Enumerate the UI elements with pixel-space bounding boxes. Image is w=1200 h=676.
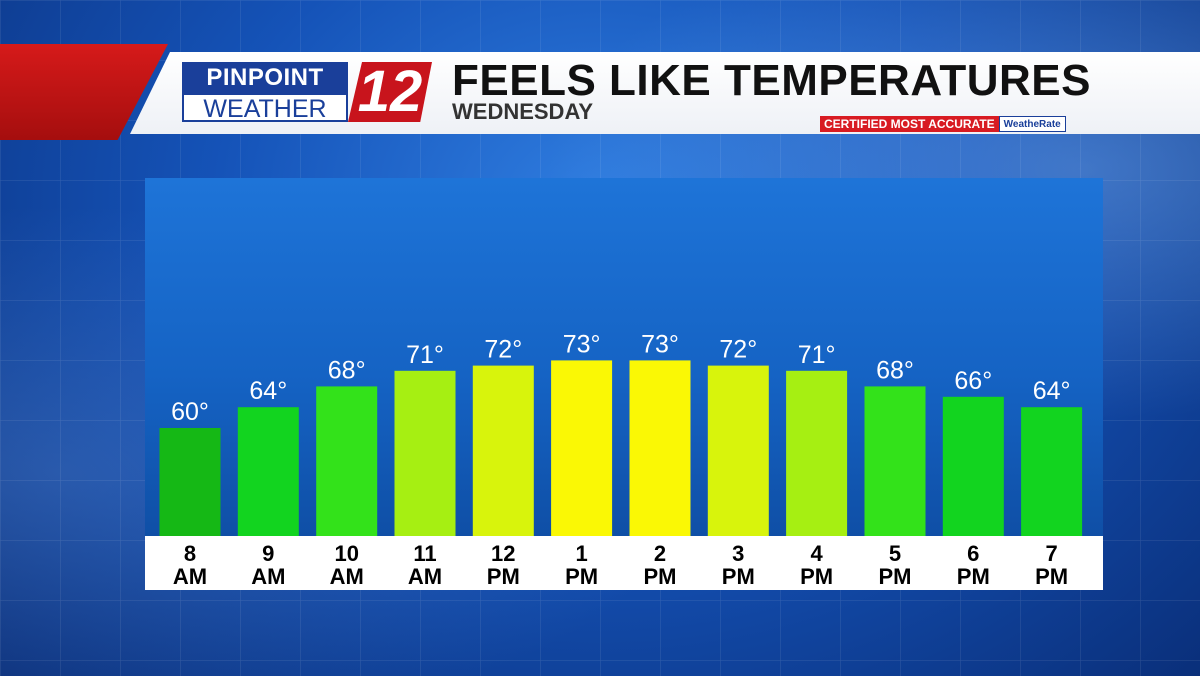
tick-label-hour: 7 [1045, 541, 1057, 566]
bar-3-pm [707, 365, 769, 536]
tick-label-hour: 6 [967, 541, 979, 566]
bar-2-pm [629, 360, 691, 536]
bar-10-am [316, 386, 378, 536]
logo-weather-text: WEATHER [182, 93, 348, 123]
certified-badge: CERTIFIED MOST ACCURATE WeatheRate [820, 116, 1066, 132]
value-labels-group: 60° 64° 68° 71° 72° 73° 73° 72° 71° 68° 66° 64° [171, 330, 1070, 426]
value-label: 73° [641, 330, 679, 358]
tick-label-period: PM [487, 564, 520, 589]
bar-12-pm [472, 365, 534, 536]
tick-label-hour: 1 [575, 541, 587, 566]
bar-5-pm [864, 386, 926, 536]
tick-label-period: AM [173, 564, 207, 589]
tick-label-period: PM [957, 564, 990, 589]
tick-label-hour: 10 [334, 541, 358, 566]
station-logo: PINPOINT WEATHER 12 [182, 62, 432, 124]
bar-1-pm [551, 360, 613, 536]
tick-label-period: AM [330, 564, 364, 589]
value-label: 71° [798, 341, 836, 369]
tick-label-hour: 4 [810, 541, 823, 566]
value-label: 68° [876, 356, 914, 384]
bar-7-pm [1021, 407, 1083, 536]
value-label: 73° [563, 330, 601, 358]
value-label: 72° [719, 336, 757, 364]
certified-text: CERTIFIED MOST ACCURATE [820, 116, 999, 132]
tick-label-hour: 5 [889, 541, 901, 566]
feels-like-bar-chart: 60°64°68°71° 72° 73° 73° 72° 71°68° 66° 64° 8AM… [145, 330, 1103, 590]
tick-label-period: PM [800, 564, 833, 589]
bar-9-am [237, 407, 299, 536]
value-label: 66° [954, 367, 992, 395]
page-title: FEELS LIKE TEMPERATURES [452, 56, 1091, 105]
value-label: 71° [406, 341, 444, 369]
tick-label-period: PM [1035, 564, 1068, 589]
x-axis-band [145, 536, 1103, 590]
tick-label-period: PM [879, 564, 912, 589]
bars-group [159, 360, 1083, 536]
value-label: 60° [171, 398, 209, 426]
tick-label-period: AM [408, 564, 442, 589]
tick-label-hour: 2 [654, 541, 666, 566]
tick-label-hour: 11 [413, 541, 436, 566]
bar-6-pm [942, 396, 1004, 536]
tick-label-hour: 12 [491, 541, 515, 566]
tick-label-hour: 3 [732, 541, 744, 566]
tick-label-period: PM [722, 564, 755, 589]
value-label: 64° [1033, 377, 1071, 405]
bar-11-am [394, 370, 456, 536]
tick-label-period: AM [251, 564, 285, 589]
tick-label-period: PM [565, 564, 598, 589]
bar-4-pm [786, 370, 848, 536]
value-label: 72° [484, 336, 522, 364]
value-label: 64° [249, 377, 287, 405]
tick-label-hour: 8 [184, 541, 196, 566]
certifier-logo: WeatheRate [998, 116, 1066, 132]
logo-pinpoint-text: PINPOINT [182, 62, 348, 93]
value-label: 68° [328, 356, 366, 384]
bar-8-am [159, 428, 221, 536]
tick-label-period: PM [644, 564, 677, 589]
logo-channel-number: 12 [348, 62, 432, 122]
page-subtitle: WEDNESDAY [452, 99, 593, 124]
tick-label-hour: 9 [262, 541, 274, 566]
